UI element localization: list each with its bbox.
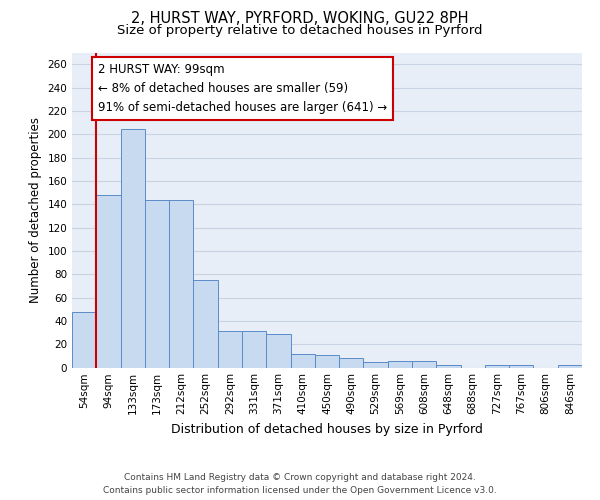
Y-axis label: Number of detached properties: Number of detached properties	[29, 117, 42, 303]
Bar	[558, 365, 582, 368]
Bar	[485, 365, 509, 368]
Bar	[169, 200, 193, 368]
Bar	[436, 365, 461, 368]
X-axis label: Distribution of detached houses by size in Pyrford: Distribution of detached houses by size …	[171, 423, 483, 436]
Text: Contains HM Land Registry data © Crown copyright and database right 2024.
Contai: Contains HM Land Registry data © Crown c…	[103, 473, 497, 495]
Bar	[315, 354, 339, 368]
Bar	[266, 334, 290, 368]
Bar	[121, 130, 145, 368]
Bar	[145, 200, 169, 368]
Bar	[218, 332, 242, 368]
Text: 2 HURST WAY: 99sqm
← 8% of detached houses are smaller (59)
91% of semi-detached: 2 HURST WAY: 99sqm ← 8% of detached hous…	[97, 63, 387, 114]
Text: 2, HURST WAY, PYRFORD, WOKING, GU22 8PH: 2, HURST WAY, PYRFORD, WOKING, GU22 8PH	[131, 11, 469, 26]
Bar	[72, 312, 96, 368]
Bar	[388, 360, 412, 368]
Bar	[290, 354, 315, 368]
Bar	[193, 280, 218, 368]
Bar	[364, 362, 388, 368]
Text: Size of property relative to detached houses in Pyrford: Size of property relative to detached ho…	[117, 24, 483, 37]
Bar	[96, 195, 121, 368]
Bar	[412, 360, 436, 368]
Bar	[509, 365, 533, 368]
Bar	[242, 332, 266, 368]
Bar	[339, 358, 364, 368]
